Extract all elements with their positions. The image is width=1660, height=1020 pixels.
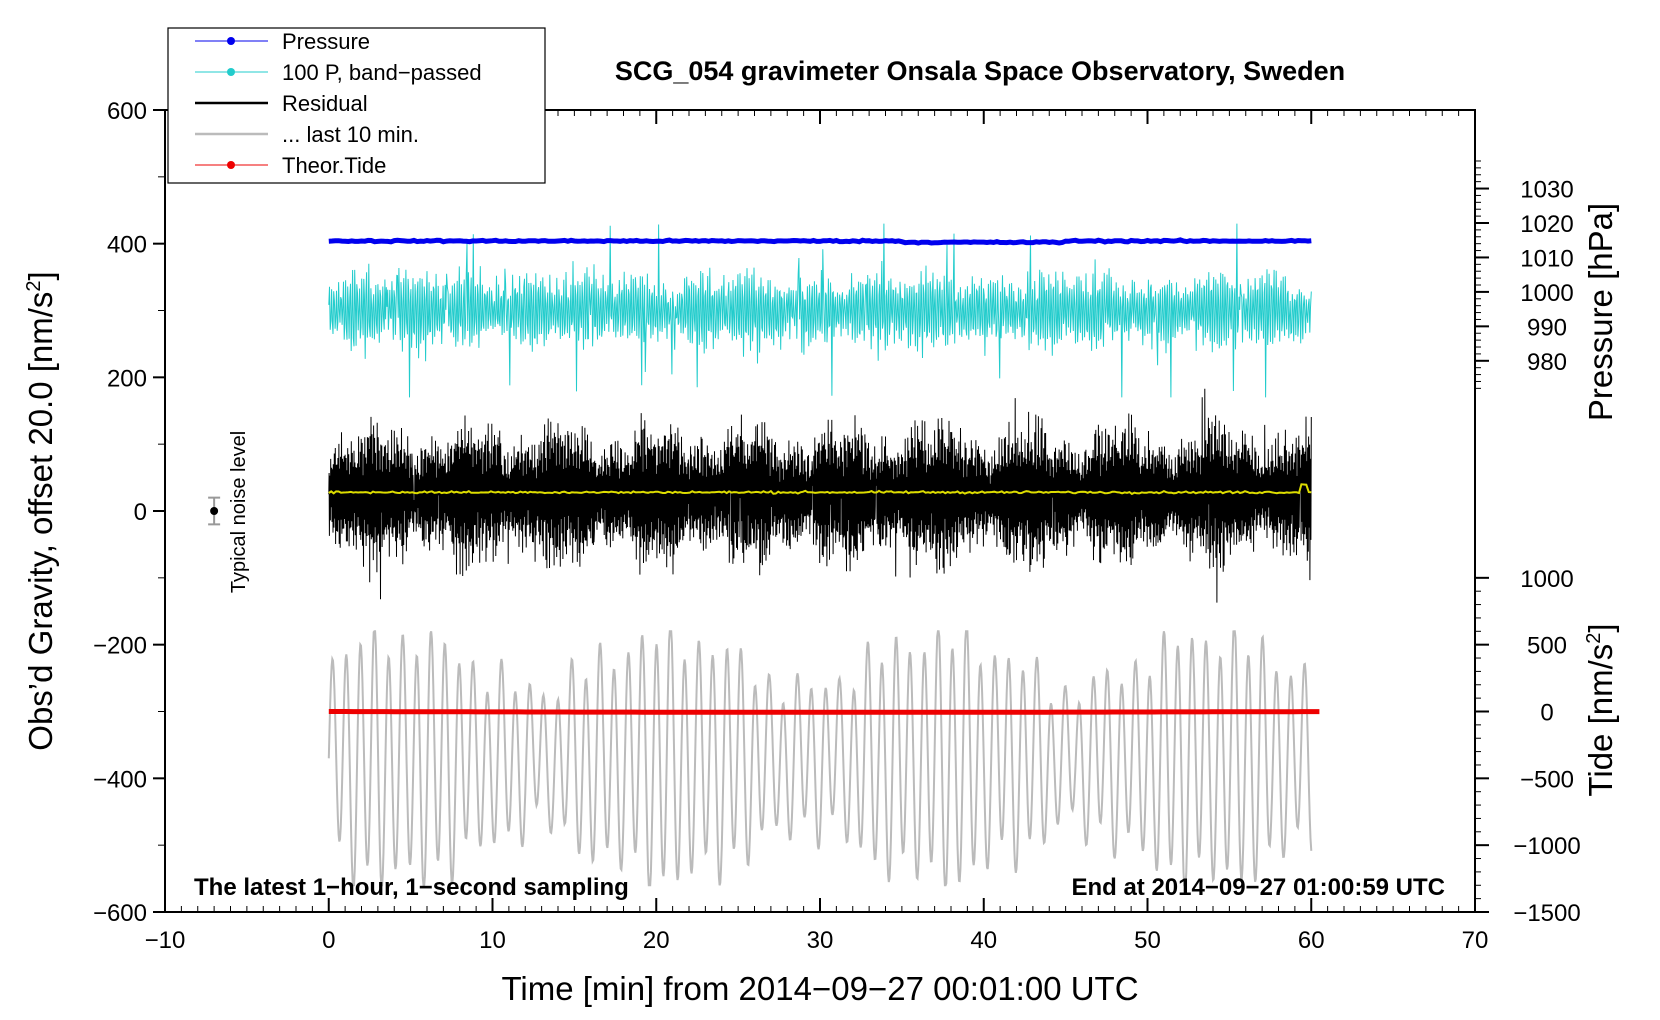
legend: Pressure 100 P, band−passed Residual ... la…	[167, 27, 546, 184]
legend-label: Pressure	[282, 29, 370, 54]
legend-swatch-dot	[227, 68, 235, 76]
left-tick-label: −400	[93, 766, 147, 793]
x-axis-label: Time [min] from 2014−09−27 00:01:00 UTC	[501, 970, 1138, 1007]
noise-level-marker	[208, 496, 221, 526]
tide-axis-ticks: 1000 500 0 −500 −1000 −1500	[1475, 566, 1581, 927]
tide-axis-label-main: Tide [nm/s	[1582, 644, 1619, 797]
x-tick-label: 0	[322, 927, 335, 954]
legend-box	[167, 27, 546, 184]
pressure-tick-label: 1000	[1520, 280, 1573, 307]
legend-swatch-dot	[227, 161, 235, 169]
tide-tick-label: −1000	[1513, 833, 1580, 860]
tide-axis-label-close: ]	[1582, 623, 1619, 632]
pressure-axis-ticks: 1030 1020 1010 1000 990 980	[1475, 160, 1574, 389]
legend-label: Theor.Tide	[282, 153, 386, 178]
x-tick-label: −10	[145, 927, 186, 954]
legend-swatch-dot	[227, 37, 235, 45]
left-tick-label: 200	[107, 365, 147, 392]
pressure-axis-label: Pressure [hPa]	[1582, 203, 1619, 421]
pressure-tick-label: 1030	[1520, 177, 1573, 204]
end-time-annotation: End at 2014−09−27 01:00:59 UTC	[1071, 874, 1445, 901]
x-tick-label: 10	[479, 927, 506, 954]
x-tick-label: 30	[807, 927, 834, 954]
left-tick-label: 600	[107, 98, 147, 125]
left-axis-label-main: Obs’d Gravity, offset 20.0 [nm/s	[22, 292, 59, 751]
tide-tick-label: −500	[1520, 766, 1574, 793]
left-tick-label: −200	[93, 633, 147, 660]
residual-line	[328, 388, 1312, 603]
left-axis-label-sup: 2	[23, 280, 45, 291]
chart-title: SCG_054 gravimeter Onsala Space Observat…	[615, 56, 1345, 86]
legend-label: 100 P, band−passed	[282, 60, 482, 85]
x-tick-label: 70	[1462, 927, 1489, 954]
pressure-tick-label: 1020	[1520, 211, 1573, 238]
noise-level-label: Typical noise level	[228, 431, 250, 593]
sampling-annotation: The latest 1−hour, 1−second sampling	[194, 874, 629, 901]
x-tick-label: 50	[1134, 927, 1161, 954]
tide-tick-label: −1500	[1513, 900, 1580, 927]
left-axis-label: Obs’d Gravity, offset 20.0 [nm/s2]	[22, 271, 59, 750]
last-10-min-line	[327, 630, 1313, 887]
pressure-tick-label: 1010	[1520, 245, 1573, 272]
theoretical-tide-line	[328, 709, 1320, 715]
tide-tick-label: 0	[1540, 700, 1553, 727]
noise-level-point	[210, 507, 219, 515]
tide-axis-label: Tide [nm/s2]	[1582, 623, 1619, 796]
tide-axis-label-sup: 2	[1583, 633, 1605, 644]
x-tick-label: 60	[1298, 927, 1325, 954]
pressure-tick-label: 980	[1527, 349, 1567, 376]
left-tick-label: −600	[93, 900, 147, 927]
tide-tick-label: 500	[1527, 633, 1567, 660]
legend-label: ... last 10 min.	[282, 122, 419, 147]
tide-tick-label: 1000	[1520, 566, 1573, 593]
left-axis-ticks: 600 400 200 0 −200 −400 −600	[93, 98, 165, 927]
bandpassed-pressure-line	[328, 223, 1312, 398]
pressure-line	[328, 237, 1312, 246]
x-tick-label: 40	[970, 927, 997, 954]
left-tick-label: 400	[107, 232, 147, 259]
series-layer	[327, 223, 1320, 887]
x-tick-label: 20	[643, 927, 670, 954]
smoothed-residual-line	[328, 483, 1312, 496]
legend-label: Residual	[282, 91, 368, 116]
pressure-tick-label: 990	[1527, 314, 1567, 341]
left-tick-label: 0	[134, 499, 147, 526]
left-axis-label-close: ]	[22, 271, 59, 280]
